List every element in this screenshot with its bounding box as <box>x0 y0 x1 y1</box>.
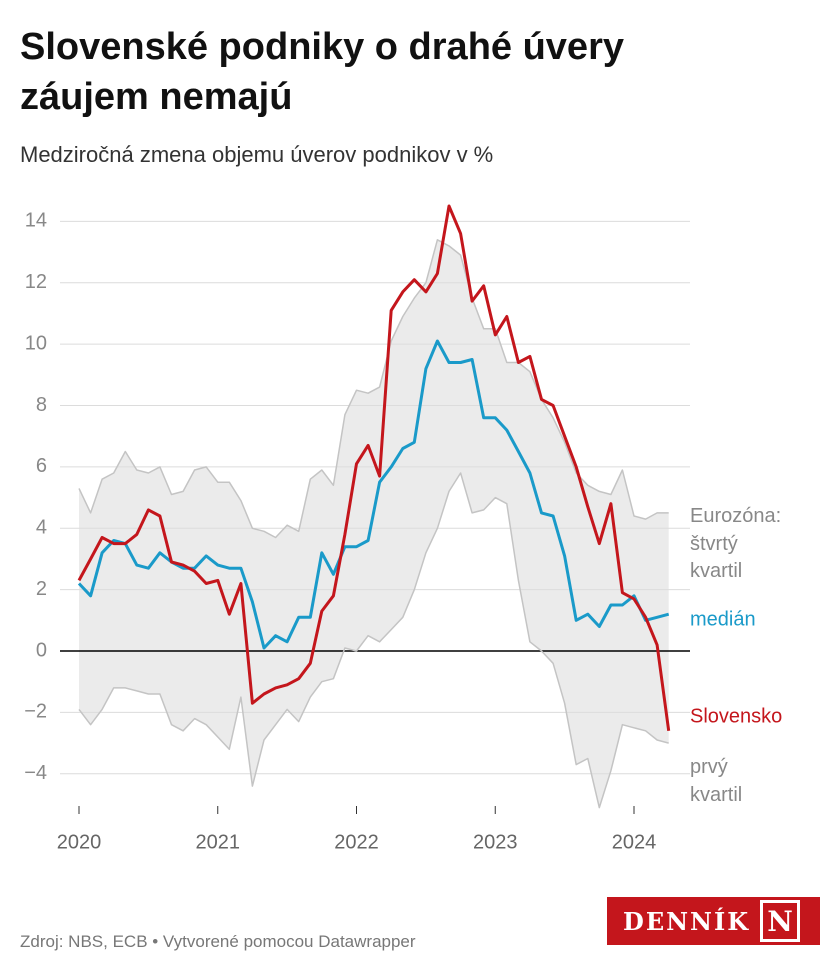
logo-mark: N <box>760 900 801 942</box>
logo: DENNÍK N <box>607 897 820 945</box>
series-label-line: kvartil <box>690 560 742 582</box>
series-label-line: prvý <box>690 756 728 778</box>
y-tick-label: 12 <box>25 271 47 293</box>
series-line <box>78 472 669 809</box>
series-label-line: kvartil <box>690 784 742 806</box>
x-tick-label: 2023 <box>473 831 518 853</box>
series-label: Slovensko <box>690 705 782 727</box>
y-tick-label: −4 <box>24 762 47 784</box>
chart-title: Slovenské podniky o drahé úvery záujem n… <box>20 26 624 118</box>
chart: −4 −2 0 2 4 6 8 10 12 14 2020 2021 2022 2023 2024 Euroz… <box>24 204 782 853</box>
quartile-band <box>79 239 669 808</box>
x-tick-label: 2021 <box>196 831 241 853</box>
y-tick-label: 2 <box>36 578 47 600</box>
y-tick-label: 4 <box>36 517 47 539</box>
series-line <box>78 239 669 539</box>
x-tick-label: 2020 <box>57 831 102 853</box>
series-line <box>77 204 671 732</box>
y-tick-label: 6 <box>36 455 47 477</box>
chart-subtitle: Medziročná zmena objemu úverov podnikov … <box>20 142 494 167</box>
series-label-line: štvrtý <box>690 533 738 555</box>
logo-text: DENNÍK <box>623 906 751 936</box>
y-tick-label: 14 <box>25 210 47 232</box>
source-note: Zdroj: NBS, ECB • Vytvorené pomocou Data… <box>20 932 416 951</box>
y-tick-label: 8 <box>36 394 47 416</box>
series-label: medián <box>690 608 756 630</box>
y-tick-label: 0 <box>36 639 47 661</box>
series-label: prvý kvartil <box>690 756 742 806</box>
x-tick-label: 2024 <box>612 831 657 853</box>
series-label-line: Eurozóna: <box>690 505 781 527</box>
y-tick-label: −2 <box>24 701 47 723</box>
x-tick-label: 2022 <box>334 831 379 853</box>
y-tick-label: 10 <box>25 332 47 354</box>
series-label: Eurozóna: štvrtý kvartil <box>690 505 781 582</box>
